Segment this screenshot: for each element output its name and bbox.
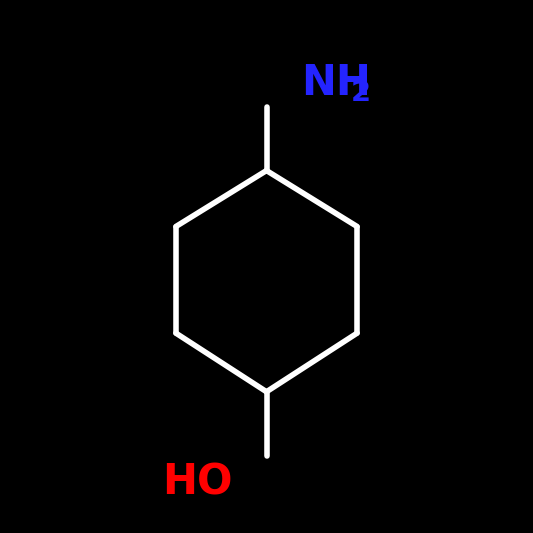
- Text: 2: 2: [351, 79, 371, 107]
- Text: HO: HO: [162, 462, 232, 503]
- Text: NH: NH: [301, 62, 371, 103]
